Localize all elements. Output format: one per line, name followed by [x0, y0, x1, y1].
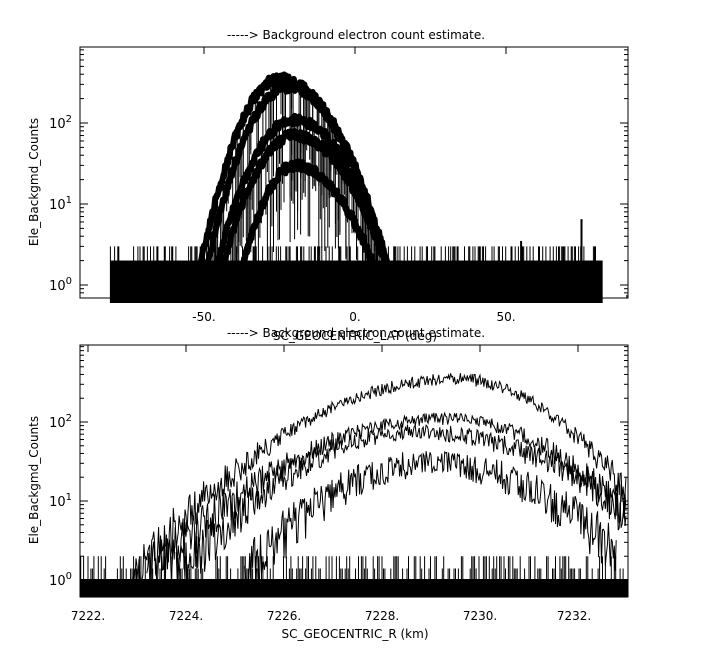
- chart-bottom-data: [80, 373, 628, 598]
- chart-bottom-yaxis: 100 101 102 Ele_Backgmd_Counts: [27, 346, 628, 593]
- chart-top: -----> Background electron count estimat…: [27, 28, 629, 343]
- chart-bottom-xtick-label: 7232.: [557, 609, 591, 623]
- chart-bottom-xtick-label: 7226.: [267, 609, 301, 623]
- chart-top-yaxis: 100 101 102 Ele_Backgmd_Counts: [27, 49, 628, 294]
- chart-bottom-series: [146, 411, 627, 581]
- chart-bottom-ytick-label: 101: [49, 492, 72, 510]
- chart-top-series: [237, 158, 383, 285]
- chart-bottom-xaxis: 7222. 7224. 7226. 7228. 7230. 7232. SC_G…: [71, 345, 628, 641]
- chart-bottom-title: -----> Background electron count estimat…: [227, 326, 485, 340]
- chart-bottom-series: [175, 424, 627, 581]
- chart-top-xtick-label: 50.: [496, 310, 515, 324]
- chart-top-data: [109, 71, 603, 303]
- chart-top-title: -----> Background electron count estimat…: [227, 28, 485, 42]
- chart-bottom-xtick-label: 7224.: [169, 609, 203, 623]
- chart-top-xlabel: SC_GEOCENTRIC_LAT (deg): [273, 329, 437, 343]
- chart-bottom-ytick-label: 100: [49, 571, 72, 589]
- chart-bottom-ylabel: Ele_Backgmd_Counts: [27, 416, 41, 544]
- chart-bottom-series: [132, 373, 627, 581]
- chart-top-ytick-label: 101: [49, 195, 72, 213]
- chart-top-xaxis: -50. 0. 50. SC_GEOCENTRIC_LAT (deg): [112, 47, 628, 343]
- chart-bottom-xtick-label: 7230.: [463, 609, 497, 623]
- chart-bottom-noise-floor: [80, 556, 628, 598]
- chart-top-ytick-label: 102: [49, 114, 72, 132]
- chart-top-ytick-label: 100: [49, 276, 72, 294]
- chart-bottom: -----> Background electron count estimat…: [27, 326, 629, 641]
- chart-top-xtick-label: -50.: [192, 310, 215, 324]
- chart-bottom-xlabel: SC_GEOCENTRIC_R (km): [282, 627, 429, 641]
- chart-bottom-ytick-label: 102: [49, 413, 72, 431]
- chart-bottom-xtick-label: 7228.: [365, 609, 399, 623]
- chart-top-ylabel: Ele_Backgmd_Counts: [27, 118, 41, 246]
- chart-top-xtick-label: 0.: [349, 310, 360, 324]
- chart-top-noise-floor: [109, 246, 603, 303]
- chart-bottom-series: [244, 450, 617, 581]
- chart-bottom-xtick-label: 7222.: [71, 609, 105, 623]
